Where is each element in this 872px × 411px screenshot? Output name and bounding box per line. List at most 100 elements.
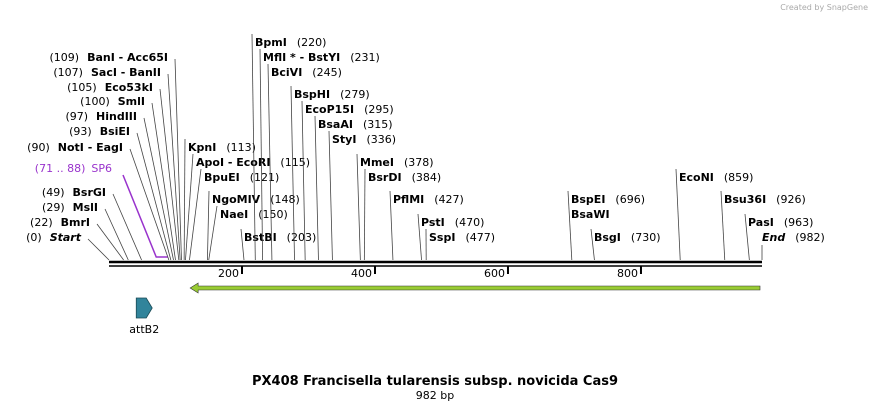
enzyme-name: StyI <box>332 133 356 146</box>
feature-name: attB2 <box>129 323 159 336</box>
cut-line <box>189 168 202 261</box>
cut-line <box>675 168 681 261</box>
feature <box>135 297 153 319</box>
cut-line <box>143 117 174 261</box>
enzyme-name: NgoMIV <box>212 193 261 206</box>
enzyme-name: KpnI <box>188 141 216 154</box>
primer-range: (71 .. 88) <box>35 162 86 175</box>
cut-line <box>720 190 726 261</box>
enzyme-site: (90) <box>27 141 50 154</box>
cut-line <box>314 115 319 261</box>
enzyme-site: (22) <box>30 216 53 229</box>
enzyme-site: (121) <box>250 171 280 184</box>
cut-line <box>174 58 182 261</box>
enzyme-name: PstI <box>421 216 445 229</box>
enzyme-name: BsrGI <box>73 186 106 199</box>
cut-line <box>590 228 595 261</box>
enzyme-site: (49) <box>42 186 65 199</box>
enzyme-site: (982) <box>795 231 825 244</box>
ruler-tick-label: 800 <box>617 267 638 280</box>
enzyme-name: End <box>762 231 785 244</box>
enzyme-name: BspHI <box>294 88 330 101</box>
enzyme-site: (336) <box>366 133 396 146</box>
enzyme-site: (245) <box>312 66 342 79</box>
cut-line <box>389 190 394 261</box>
enzyme-site: (477) <box>465 231 495 244</box>
cut-line <box>567 190 573 261</box>
enzyme-name: NotI - EagI <box>58 141 123 154</box>
cut-line <box>87 238 110 261</box>
enzyme-site: (295) <box>364 103 394 116</box>
enzyme-site: (926) <box>776 193 806 206</box>
cut-line <box>183 138 186 261</box>
enzyme-name: SmlI <box>118 95 145 108</box>
ruler-tick-label: 400 <box>351 267 372 280</box>
enzyme-site: (109) <box>49 51 79 64</box>
enzyme-name: PflMI <box>393 193 424 206</box>
enzyme-site: (93) <box>69 125 92 138</box>
enzyme-name: BciVI <box>271 66 302 79</box>
enzyme-name: Eco53kI <box>105 81 153 94</box>
cut-line <box>112 193 142 261</box>
cut-line <box>363 168 366 261</box>
cut-line <box>136 132 172 261</box>
enzyme-name: BmrI <box>61 216 90 229</box>
feature <box>189 282 761 294</box>
cut-line <box>251 33 256 261</box>
enzyme-site: (150) <box>258 208 288 221</box>
enzyme-site: (859) <box>724 171 754 184</box>
cut-line <box>185 153 194 261</box>
cut-line <box>356 153 361 261</box>
enzyme-site: (148) <box>270 193 300 206</box>
subtitle: 982 bp <box>416 389 454 402</box>
ruler-tick-label: 600 <box>484 267 505 280</box>
enzyme-name: MflI * - BstYI <box>263 51 340 64</box>
enzyme-name: BsiEI <box>100 125 130 138</box>
enzyme-name: BsgI <box>594 231 621 244</box>
enzyme-name: MslI <box>73 201 98 214</box>
enzyme-site: (113) <box>226 141 256 154</box>
cut-line <box>104 208 129 261</box>
enzyme-name: BsaWI <box>571 208 610 221</box>
cut-line <box>207 190 210 261</box>
enzyme-name: BanI - Acc65I <box>87 51 168 64</box>
enzyme-name: Start <box>50 231 82 244</box>
enzyme-name: BspEI <box>571 193 605 206</box>
enzyme-site: (97) <box>65 110 88 123</box>
enzyme-site: (0) <box>26 231 42 244</box>
cut-line <box>417 213 422 261</box>
cut-line <box>208 205 218 261</box>
enzyme-name: EcoP15I <box>305 103 354 116</box>
cut-line <box>159 88 180 261</box>
cut-line <box>151 102 176 261</box>
enzyme-name: NaeI <box>220 208 248 221</box>
primer-name: SP6 <box>91 162 112 175</box>
cut-line <box>290 85 295 261</box>
enzyme-site: (427) <box>434 193 464 206</box>
enzyme-name: SspI <box>429 231 455 244</box>
enzyme-site: (963) <box>784 216 814 229</box>
enzyme-name: BpuEI <box>204 171 240 184</box>
enzyme-name: PasI <box>748 216 774 229</box>
enzyme-name: HindIII <box>96 110 137 123</box>
enzyme-name: Bsu36I <box>724 193 766 206</box>
enzyme-site: (378) <box>404 156 434 169</box>
enzyme-site: (279) <box>340 88 370 101</box>
enzyme-site: (730) <box>631 231 661 244</box>
enzyme-site: (100) <box>80 95 110 108</box>
cut-line <box>267 63 273 261</box>
cut-line <box>301 100 306 261</box>
cut-line <box>259 48 264 261</box>
cut-line <box>744 213 750 261</box>
cut-line <box>240 228 245 261</box>
credit: Created by SnapGene <box>780 3 868 12</box>
enzyme-name: BstBI <box>244 231 277 244</box>
primer <box>122 174 168 258</box>
ruler-tick-label: 200 <box>218 267 239 280</box>
enzyme-name: BsaAI <box>318 118 353 131</box>
enzyme-name: ApoI - EcoRI <box>196 156 270 169</box>
enzyme-name: MmeI <box>360 156 394 169</box>
cut-line <box>129 148 170 261</box>
enzyme-site: (231) <box>350 51 380 64</box>
